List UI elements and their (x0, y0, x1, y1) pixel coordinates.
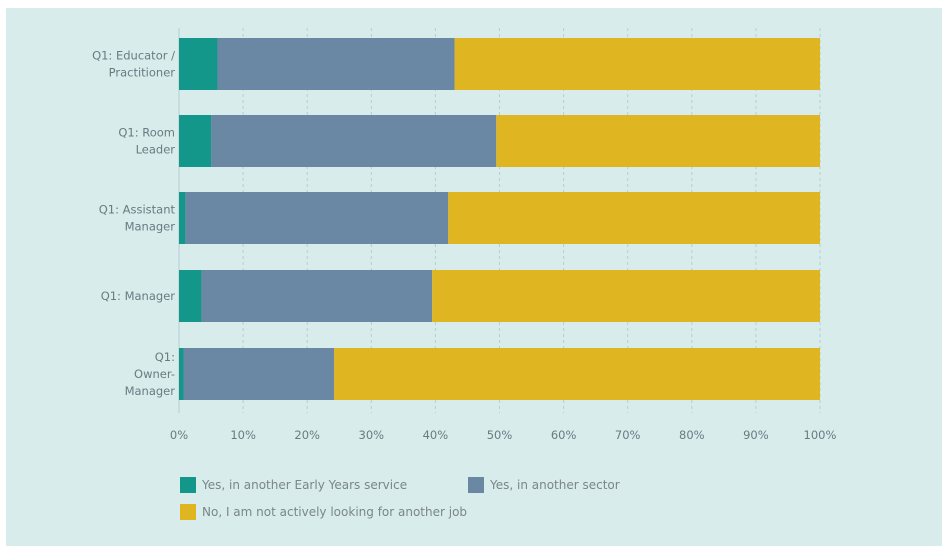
category-label: Practitioner (109, 66, 176, 80)
legend-item-not-looking: No, I am not actively looking for anothe… (180, 504, 467, 520)
bar-segment (179, 348, 184, 400)
bar-segment (201, 270, 433, 322)
category-label: Q1: (155, 350, 175, 364)
bars (179, 38, 820, 400)
category-label: Owner- (134, 367, 175, 381)
category-label: Q1: Room (118, 126, 175, 140)
bar-segment (334, 348, 820, 400)
legend-label-early-years: Yes, in another Early Years service (202, 478, 408, 492)
category-label: Q1: Assistant (99, 203, 176, 217)
bar-segment (496, 115, 820, 167)
chart-panel: Q1: Educator / Practitioner Q1: Room Leader… (6, 8, 942, 546)
legend-swatch-another-sector (468, 477, 484, 493)
stacked-bar-chart: Q1: Educator / Practitioner Q1: Room Leader… (92, 28, 837, 442)
x-tick-label: 30% (359, 428, 385, 442)
bar-segment (454, 38, 820, 90)
legend-swatch-early-years (180, 477, 196, 493)
x-tick-label: 70% (615, 428, 641, 442)
x-tick-label: 10% (230, 428, 256, 442)
x-tick-label: 90% (743, 428, 769, 442)
category-labels: Q1: Educator / Practitioner Q1: Room Leader… (92, 49, 175, 399)
category-label: Q1: Manager (101, 289, 176, 303)
x-tick-label: 20% (294, 428, 320, 442)
x-tick-label: 100% (804, 428, 837, 442)
x-tick-label: 60% (551, 428, 577, 442)
x-tick-label: 0% (170, 428, 188, 442)
category-label: Q1: Educator / (92, 49, 175, 63)
bar-segment (448, 192, 820, 244)
bar-segment (179, 270, 202, 322)
bar-segment (183, 348, 335, 400)
bar-segment (185, 192, 449, 244)
bar-segment (432, 270, 820, 322)
x-tick-label: 50% (487, 428, 513, 442)
bar-segment (179, 192, 186, 244)
bar-segment (179, 115, 212, 167)
bar-segment (217, 38, 455, 90)
x-axis-ticks: 0% 10% 20% 30% 40% 50% 60% 70% 80% 90% 100% (170, 428, 837, 442)
legend-label-not-looking: No, I am not actively looking for anothe… (202, 505, 468, 519)
bar-segment (211, 115, 497, 167)
legend-item-another-sector: Yes, in another sector (468, 477, 620, 493)
legend-item-early-years: Yes, in another Early Years service (180, 477, 407, 493)
x-tick-label: 40% (423, 428, 449, 442)
bar-segment (179, 38, 218, 90)
legend-swatch-not-looking (180, 504, 196, 520)
x-tick-label: 80% (679, 428, 705, 442)
category-label: Leader (136, 143, 176, 157)
legend-label-another-sector: Yes, in another sector (490, 478, 620, 492)
category-label: Manager (125, 384, 176, 398)
category-label: Manager (125, 220, 176, 234)
